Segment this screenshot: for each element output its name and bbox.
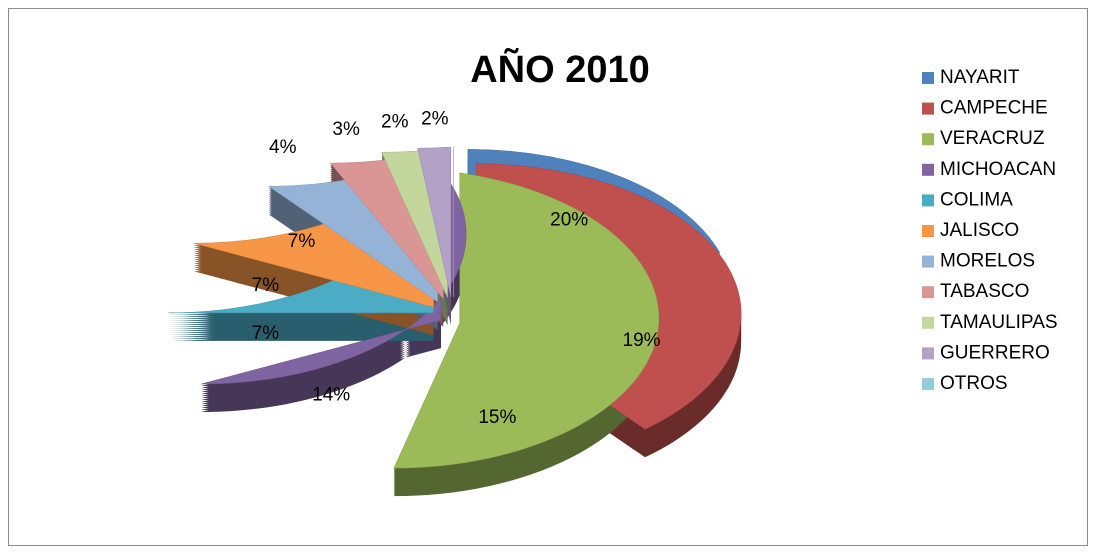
data-label: 7% (252, 275, 280, 296)
legend-swatch (922, 72, 934, 84)
data-label: 7% (252, 323, 280, 344)
data-label: 4% (269, 137, 297, 158)
data-label: 20% (550, 209, 588, 230)
data-label: 3% (332, 119, 360, 140)
data-label: 2% (381, 112, 409, 133)
legend-label: NAYARIT (940, 67, 1020, 88)
legend-swatch (922, 378, 934, 390)
legend-label: TAMAULIPAS (940, 312, 1058, 333)
legend-swatch (922, 316, 934, 329)
slice (417, 146, 452, 298)
data-label: 19% (623, 330, 661, 351)
legend-swatch (922, 255, 934, 268)
legend-swatch (922, 163, 934, 176)
legend-label: GUERRERO (940, 342, 1050, 363)
data-label: 7% (288, 231, 316, 252)
legend-label: TABASCO (940, 281, 1029, 302)
legend-swatch (922, 133, 934, 146)
legend-label: OTROS (940, 373, 1008, 394)
legend-swatch (922, 102, 934, 115)
data-label: 14% (312, 384, 350, 405)
data-label: 15% (478, 407, 516, 428)
slice (201, 169, 467, 385)
legend-label: CAMPECHE (940, 98, 1048, 119)
data-label: 2% (421, 109, 449, 130)
legend-label: JALISCO (940, 220, 1019, 241)
legend-swatch (922, 194, 934, 207)
legend-swatch (922, 347, 934, 360)
chart-title: AÑO 2010 (470, 47, 650, 91)
legend-label: MICHOACAN (940, 159, 1056, 180)
legend-label: VERACRUZ (940, 128, 1045, 149)
legend-swatch (922, 286, 934, 299)
legend-label: COLIMA (940, 189, 1013, 210)
legend-label: MORELOS (940, 251, 1035, 272)
legend-swatch (922, 225, 934, 237)
